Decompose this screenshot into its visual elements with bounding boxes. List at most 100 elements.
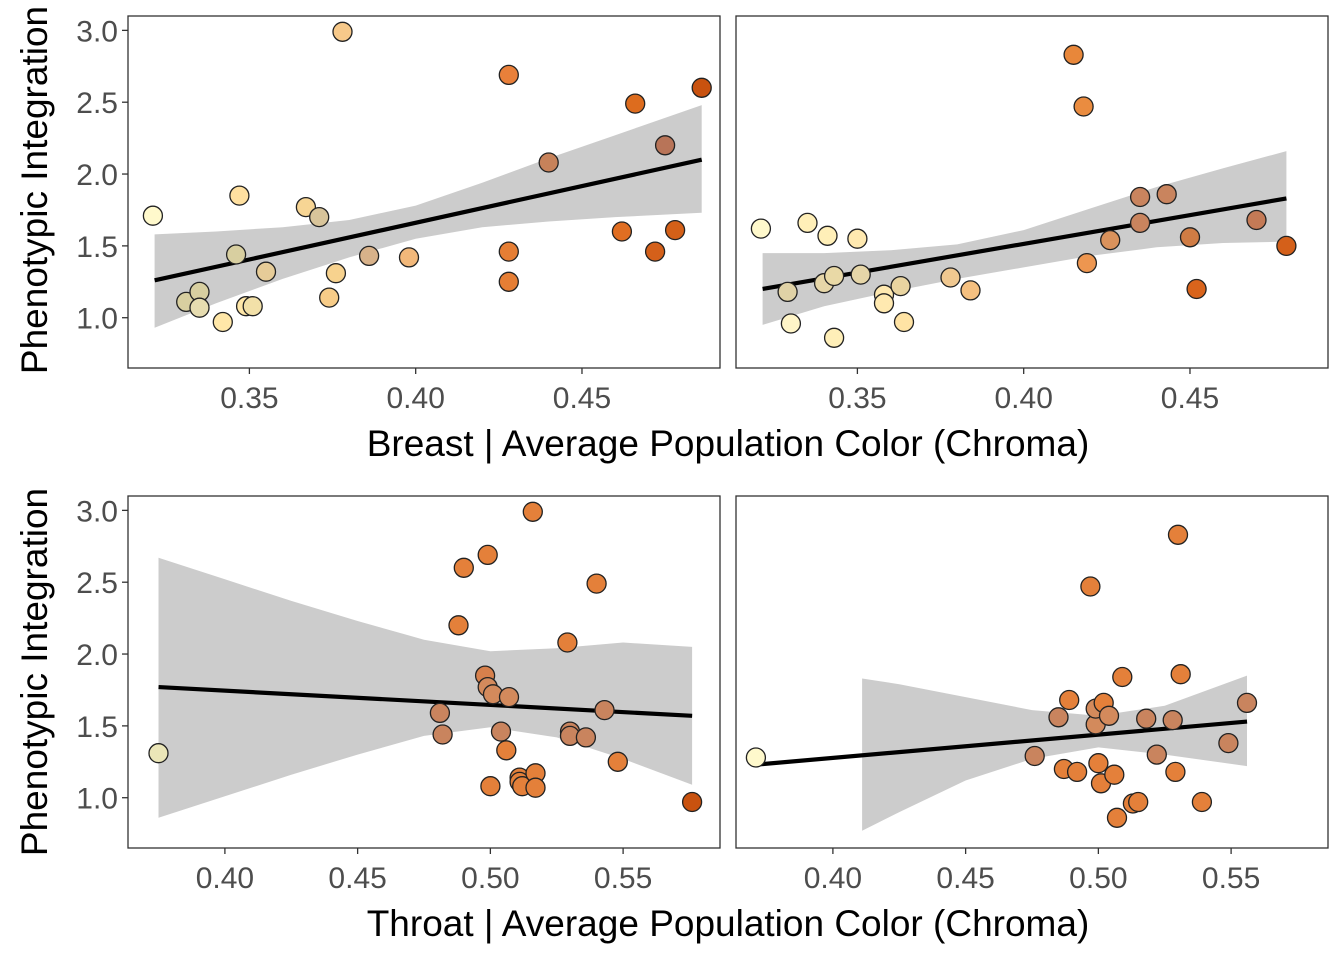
data-point xyxy=(681,791,703,813)
x-tick-label: 0.40 xyxy=(804,862,862,895)
data-point xyxy=(325,263,347,284)
data-point xyxy=(255,261,277,282)
data-point xyxy=(890,275,911,297)
data-point xyxy=(1112,666,1133,688)
data-point xyxy=(212,311,233,333)
x-tick-label: 0.55 xyxy=(1202,862,1260,895)
data-point xyxy=(1024,745,1045,767)
data-point xyxy=(1100,229,1121,251)
data-point xyxy=(664,219,686,241)
data-point xyxy=(522,501,543,522)
x-tick-label: 0.35 xyxy=(220,382,278,415)
data-point xyxy=(625,93,646,114)
data-point xyxy=(823,265,845,287)
data-point xyxy=(490,721,512,742)
data-point xyxy=(611,221,633,242)
data-point xyxy=(498,241,519,262)
panel-throat-right: 0.40 0.45 0.50 0.55 xyxy=(735,495,1329,895)
y-tick-label: 2.0 xyxy=(76,159,118,192)
y-tick-label: 2.0 xyxy=(76,639,118,672)
data-point xyxy=(1246,209,1267,231)
data-point xyxy=(893,311,915,333)
data-point xyxy=(1088,753,1109,774)
data-point xyxy=(750,218,772,239)
data-point xyxy=(480,776,501,797)
data-point xyxy=(453,557,474,578)
data-point xyxy=(1059,689,1080,711)
data-point xyxy=(1146,744,1167,765)
data-point xyxy=(1170,664,1191,685)
data-point xyxy=(1218,732,1239,754)
data-point xyxy=(1236,692,1258,714)
data-point xyxy=(873,293,895,314)
y-tick-label: 3.0 xyxy=(76,15,118,48)
data-point xyxy=(780,313,802,334)
data-point xyxy=(777,281,798,303)
data-point xyxy=(477,544,498,566)
data-point xyxy=(432,724,453,745)
data-point xyxy=(498,686,520,708)
panel-border xyxy=(127,495,721,849)
x-tick-label: 0.55 xyxy=(594,862,652,895)
data-point xyxy=(960,280,981,301)
data-point xyxy=(644,241,666,262)
data-point xyxy=(1156,184,1177,205)
y-axis-title-breast: Phenotypic Integration xyxy=(14,6,55,374)
confidence-ribbon xyxy=(158,557,693,818)
data-point xyxy=(538,152,559,173)
panel-breast-right: 0.35 0.40 0.45 xyxy=(735,15,1329,415)
y-tick-label: 2.5 xyxy=(76,567,118,600)
data-point xyxy=(498,271,519,292)
y-tick-label: 1.5 xyxy=(76,231,118,264)
data-point xyxy=(654,135,676,156)
data-point xyxy=(1129,186,1151,208)
data-point xyxy=(1136,708,1157,729)
data-point xyxy=(1106,807,1128,828)
data-point xyxy=(525,777,546,798)
data-point xyxy=(1104,764,1125,785)
data-point xyxy=(1191,791,1213,813)
data-point xyxy=(1066,761,1088,783)
data-point xyxy=(448,615,469,636)
data-point xyxy=(940,267,961,288)
y-tick-label: 1.5 xyxy=(76,711,118,744)
panel-border xyxy=(127,15,721,369)
data-point xyxy=(575,727,597,748)
data-point xyxy=(189,297,210,318)
x-tick-label: 0.45 xyxy=(553,382,611,415)
x-tick-label: 0.40 xyxy=(196,862,254,895)
regression-line xyxy=(755,719,1248,767)
data-point xyxy=(358,245,380,267)
x-tick-label: 0.40 xyxy=(386,382,444,415)
regression-line xyxy=(154,157,703,283)
data-point xyxy=(1048,707,1069,728)
data-point xyxy=(586,573,607,594)
data-point xyxy=(1162,709,1183,731)
data-point xyxy=(1080,576,1101,597)
x-axis-title-throat: Throat | Average Population Color (Chrom… xyxy=(367,903,1090,944)
data-point xyxy=(1167,524,1189,545)
panel-throat-left: 0.40 0.45 0.50 0.55 1.0 1.5 2.0 2.5 3.0 xyxy=(76,495,721,895)
data-point xyxy=(1098,705,1120,726)
data-point xyxy=(496,740,517,761)
data-point xyxy=(332,21,353,42)
y-axis-title-throat: Phenotypic Integration xyxy=(14,488,55,856)
data-point xyxy=(850,264,871,285)
data-point xyxy=(1076,252,1098,274)
x-tick-label: 0.45 xyxy=(1161,382,1219,415)
x-tick-label: 0.50 xyxy=(1069,862,1127,895)
panel-border xyxy=(735,15,1329,369)
data-point xyxy=(557,632,578,653)
data-point xyxy=(142,205,164,226)
x-axis-title-breast: Breast | Average Population Color (Chrom… xyxy=(367,423,1090,464)
data-point xyxy=(1063,44,1084,65)
x-tick-label: 0.40 xyxy=(994,382,1052,415)
y-tick-label: 1.0 xyxy=(76,783,118,816)
data-point xyxy=(691,77,712,98)
y-tick-label: 2.5 xyxy=(76,87,118,120)
data-point xyxy=(229,185,250,206)
data-point xyxy=(1073,96,1094,117)
x-tick-label: 0.45 xyxy=(936,862,994,895)
panel-breast-left: 0.35 0.40 0.45 1.0 1.5 2.0 2.5 3.0 xyxy=(76,15,721,415)
